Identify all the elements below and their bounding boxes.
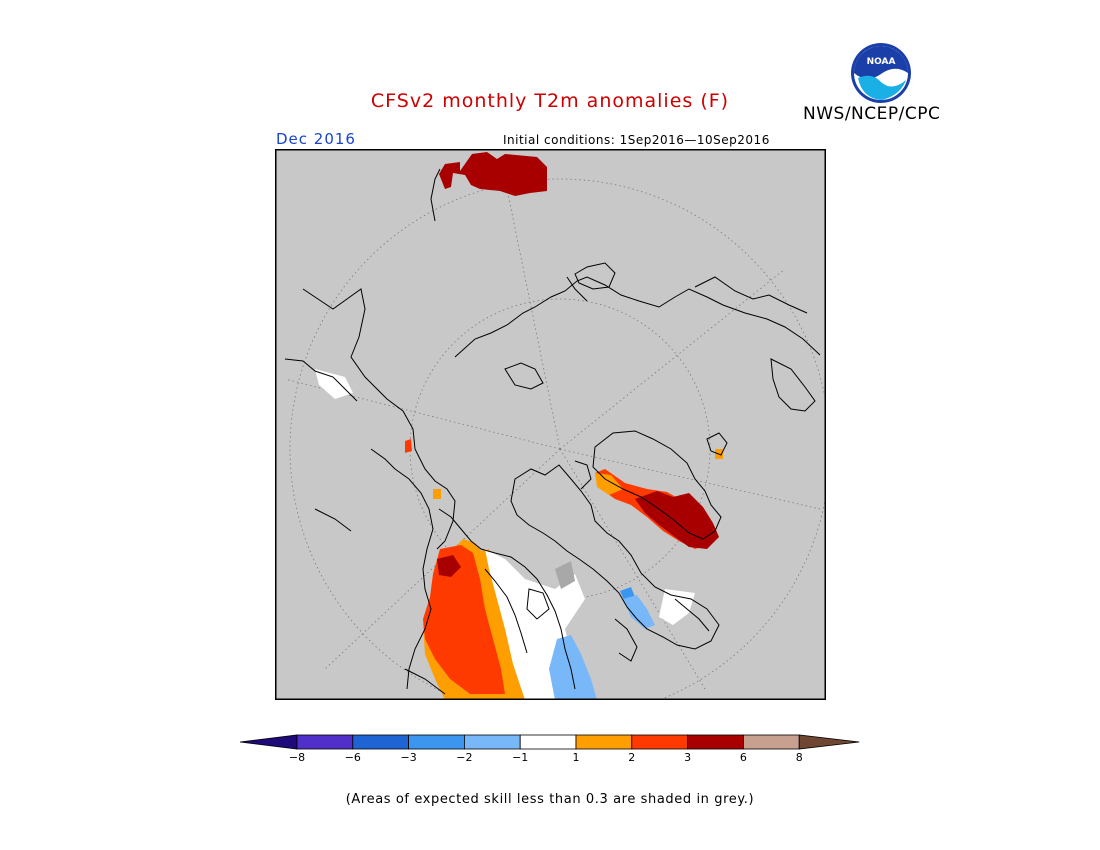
region-scandinavia-edge	[595, 473, 623, 495]
region-siberia-strong-warm	[439, 152, 547, 196]
region-greenland-cool	[549, 635, 597, 700]
colorbar-cell	[519, 734, 577, 750]
map-frame	[275, 149, 826, 700]
skill-footnote: (Areas of expected skill less than 0.3 a…	[345, 792, 755, 807]
region-baffin-cool	[623, 595, 655, 629]
colorbar-tick-label: −6	[345, 751, 361, 764]
svg-text:NOAA: NOAA	[867, 57, 896, 67]
colorbar-tick-label: −8	[289, 751, 305, 764]
colorbar-tick-label: −1	[512, 751, 528, 764]
colorbar-arrow-low	[239, 734, 298, 750]
colorbar-cell	[408, 734, 465, 750]
anomaly-map	[275, 149, 826, 700]
region-canada-warm	[423, 545, 505, 694]
colorbar-tick-label: 2	[628, 751, 635, 764]
colorbar-cell	[631, 734, 688, 750]
region-small-warm-2	[433, 489, 441, 499]
colorbar-cell	[742, 734, 800, 750]
colorbar-cell	[463, 734, 521, 750]
region-greenland-cool-2	[620, 587, 635, 607]
chart-title: CFSv2 monthly T2m anomalies (F)	[370, 90, 730, 112]
colorbar-tick-label: 8	[796, 751, 803, 764]
agency-label: NWS/NCEP/CPC	[803, 104, 941, 124]
region-small-warm-1	[405, 439, 412, 453]
initial-conditions: Initial conditions: 1Sep2016—10Sep2016	[503, 133, 770, 147]
color-legend: −8 −6 −3 −2 −1 1 2 3 6 8	[239, 734, 860, 764]
region-small-neutral-1	[315, 369, 353, 399]
region-skill-grey-patch	[555, 561, 575, 589]
colorbar-tick-label: 6	[740, 751, 747, 764]
colorbar-cell	[575, 734, 633, 750]
colorbar-tick-label: −3	[400, 751, 416, 764]
region-canada-strong-warm	[437, 555, 461, 577]
colorbar-cell	[352, 734, 410, 750]
colorbar-arrow-high	[798, 734, 860, 750]
coastlines	[284, 168, 821, 695]
colorbar-tick-label: −2	[456, 751, 472, 764]
region-scandinavia-strong-warm	[635, 491, 719, 549]
colorbar-tick-label: 3	[684, 751, 691, 764]
colorbar-cell	[296, 734, 354, 750]
colorbar-tick-label: 1	[573, 751, 580, 764]
forecast-month: Dec 2016	[276, 130, 356, 148]
colorbar-cell	[687, 734, 744, 750]
noaa-logo-icon: NOAA	[851, 43, 911, 103]
